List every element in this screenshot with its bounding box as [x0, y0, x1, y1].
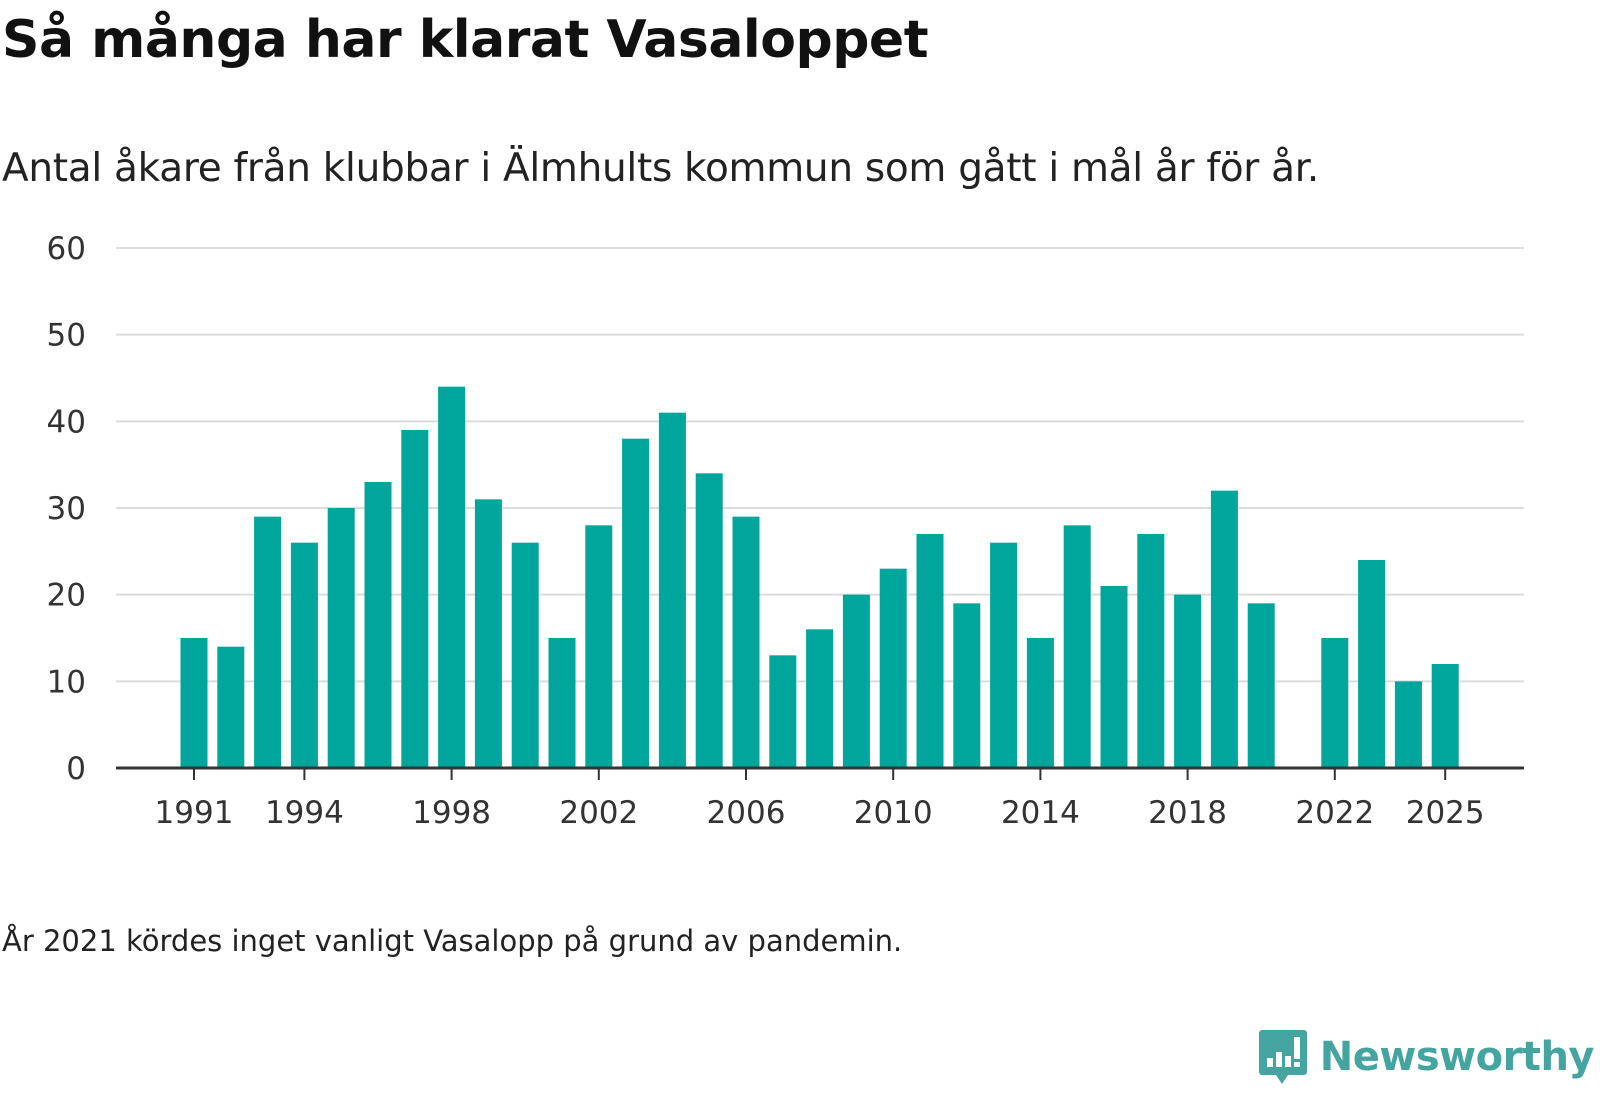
y-tick-label-20: 20 — [47, 578, 86, 614]
bar-1994 — [290, 542, 318, 768]
bar-1991 — [180, 638, 208, 768]
x-tick-label-2025: 2025 — [1406, 795, 1485, 831]
bar-2020 — [1247, 603, 1275, 768]
x-tick-label-2006: 2006 — [707, 795, 786, 831]
y-tick-label-30: 30 — [47, 491, 86, 527]
bar-2005 — [695, 473, 723, 768]
bar-2003 — [622, 438, 650, 768]
bar-2004 — [658, 412, 686, 768]
bar-2002 — [585, 525, 613, 768]
bar-2011 — [916, 534, 944, 768]
bar-2016 — [1100, 586, 1128, 768]
bar-2001 — [548, 638, 576, 768]
bar-2000 — [511, 542, 539, 768]
bar-1997 — [401, 430, 429, 768]
bar-1992 — [217, 646, 245, 768]
y-tick-label-40: 40 — [47, 404, 86, 440]
x-tick-label-2014: 2014 — [1001, 795, 1080, 831]
bar-2024 — [1394, 681, 1422, 768]
bar-2008 — [806, 629, 834, 768]
bar-2013 — [990, 542, 1018, 768]
bar-1995 — [327, 508, 355, 768]
bar-1998 — [438, 386, 466, 768]
bar-2017 — [1137, 534, 1165, 768]
y-tick-label-10: 10 — [47, 664, 86, 700]
bar-2010 — [879, 568, 907, 768]
bar-chart: 0 10 20 30 40 50 60 1991 1994 1998 2002 2006 2010 20… — [47, 231, 1524, 831]
x-tick-label-1991: 1991 — [155, 795, 234, 831]
y-tick-label-60: 60 — [47, 231, 86, 267]
y-tick-label-0: 0 — [66, 751, 86, 787]
bar-2014 — [1026, 638, 1054, 768]
y-tick-label-50: 50 — [47, 318, 86, 354]
x-tick-label-2002: 2002 — [559, 795, 638, 831]
x-tick-label-2010: 2010 — [854, 795, 933, 831]
y-axis-ticks: 0 10 20 30 40 50 60 — [47, 231, 86, 787]
bar-2023 — [1358, 560, 1386, 768]
bar-2025 — [1431, 664, 1459, 768]
brand-logo: Newsworthy — [1258, 1028, 1595, 1086]
brand-name: Newsworthy — [1319, 1034, 1595, 1080]
bar-2022 — [1321, 638, 1349, 768]
footnote: År 2021 kördes inget vanligt Vasalopp på… — [2, 924, 903, 958]
bars — [180, 386, 1459, 768]
chart-subtitle: Antal åkare från klubbar i Älmhults komm… — [2, 146, 1319, 191]
bar-2009 — [842, 594, 870, 768]
bar-1999 — [474, 499, 502, 768]
bar-1993 — [254, 516, 282, 768]
bar-2012 — [953, 603, 981, 768]
x-tick-label-1998: 1998 — [412, 795, 491, 831]
grid-lines — [116, 247, 1524, 683]
chart-title: Så många har klarat Vasaloppet — [2, 10, 929, 70]
bar-2006 — [732, 516, 760, 768]
bar-2015 — [1063, 525, 1091, 768]
bar-2019 — [1210, 490, 1238, 768]
x-tick-label-1994: 1994 — [265, 795, 344, 831]
x-axis: 1991 1994 1998 2002 2006 2010 2014 2018 2022 2025 — [116, 766, 1524, 831]
newsworthy-logo-icon — [1258, 1030, 1307, 1084]
bar-1996 — [364, 482, 392, 768]
bar-2018 — [1174, 594, 1202, 768]
x-tick-label-2018: 2018 — [1148, 795, 1227, 831]
x-tick-label-2022: 2022 — [1295, 795, 1374, 831]
bar-2007 — [769, 655, 797, 768]
